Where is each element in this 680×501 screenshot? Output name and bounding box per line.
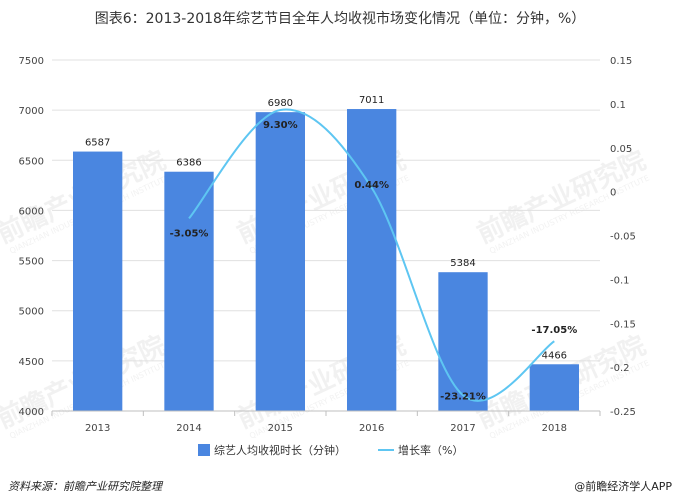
legend-line-label: 增长率（%） xyxy=(398,443,463,457)
axes: 4000 4500 5000 5500 6000 6500 7000 7500 -0.25 -0.… xyxy=(19,56,636,434)
line-value-label: -23.21% xyxy=(440,391,486,402)
bar-value-label: 4466 xyxy=(542,350,567,361)
x-tick-label: 2016 xyxy=(359,423,384,434)
y-right-tick-label: 0.15 xyxy=(610,56,632,67)
line-series xyxy=(188,108,555,402)
bar-value-label: 6386 xyxy=(176,158,201,169)
legend-bar-label: 综艺人均收视时长（分钟） xyxy=(214,443,346,457)
bar xyxy=(438,272,488,411)
source-note: 资料来源：前瞻产业研究院整理 xyxy=(8,480,162,493)
line-value-label: 0.44% xyxy=(354,180,389,191)
growth-rate-line xyxy=(188,108,555,402)
bar-series xyxy=(73,109,579,412)
data-labels: 6587 6386 6980 7011 5384 4466 -3.05% 9.30% 0.44%… xyxy=(85,95,577,402)
line-value-label: 9.30% xyxy=(263,120,298,131)
y-left-tick-label: 7000 xyxy=(19,106,44,117)
x-tick-label: 2018 xyxy=(542,423,567,434)
y-right-tick-label: 0 xyxy=(610,188,616,199)
y-left-tick-label: 7500 xyxy=(19,56,44,67)
x-tick-label: 2015 xyxy=(268,423,293,434)
x-tick-label: 2014 xyxy=(176,423,201,434)
legend: 综艺人均收视时长（分钟） 增长率（%） xyxy=(198,443,463,457)
bar-value-label: 5384 xyxy=(450,258,475,269)
y-right-tick-label: -0.15 xyxy=(610,319,636,330)
line-value-label: -3.05% xyxy=(170,228,209,239)
bar-value-label: 6587 xyxy=(85,138,110,149)
y-left-tick-label: 4500 xyxy=(19,357,44,368)
y-left-tick-label: 4000 xyxy=(19,407,44,418)
line-value-label: -17.05% xyxy=(531,325,577,336)
bar-value-label: 7011 xyxy=(359,95,384,106)
bar xyxy=(347,109,397,412)
y-left-tick-label: 5500 xyxy=(19,257,44,268)
y-right-tick-label: -0.1 xyxy=(610,275,630,286)
y-right-tick-label: -0.2 xyxy=(610,363,630,374)
grid-lines xyxy=(52,59,600,362)
y-right-tick-label: -0.05 xyxy=(610,232,636,243)
x-tick-label: 2017 xyxy=(450,423,475,434)
bar xyxy=(164,171,214,411)
y-right-tick-label: 0.05 xyxy=(610,144,632,155)
y-left-tick-label: 5000 xyxy=(19,307,44,318)
legend-bar-swatch xyxy=(198,444,210,456)
y-right-tick-label: 0.1 xyxy=(610,100,626,111)
x-tick-label: 2013 xyxy=(85,423,110,434)
y-left-tick-label: 6000 xyxy=(19,206,44,217)
bar xyxy=(529,364,579,411)
bar xyxy=(255,112,305,412)
chart-title: 图表6：2013-2018年综艺节目全年人均收视市场变化情况（单位：分钟，%） xyxy=(94,11,586,27)
bar-value-label: 6980 xyxy=(268,98,293,109)
brand-credit: @前瞻经济学人APP xyxy=(574,480,672,493)
bar xyxy=(73,151,123,411)
y-right-tick-label: -0.25 xyxy=(610,407,636,418)
y-left-tick-label: 6500 xyxy=(19,156,44,167)
